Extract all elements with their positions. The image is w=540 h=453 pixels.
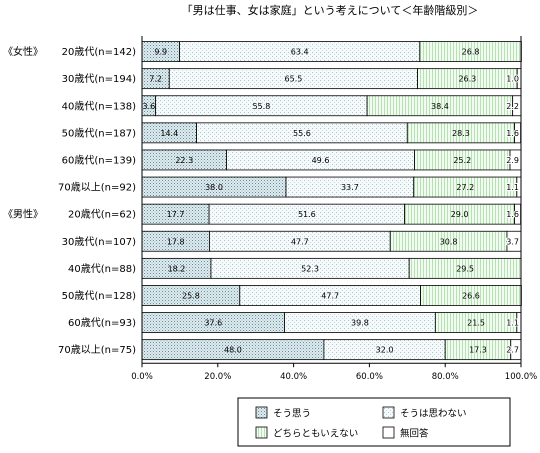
data-label: 25.2 [453, 156, 471, 165]
x-tick-label: 100.0% [505, 372, 537, 382]
data-label: 2.2 [506, 102, 519, 111]
x-tick-label: 20.0% [204, 372, 231, 382]
data-label: 1.6 [506, 129, 519, 138]
legend-label: 無回答 [400, 428, 429, 440]
data-label: 55.6 [293, 129, 311, 138]
category-label: 20歳代(n=142) [62, 46, 136, 58]
data-label: 1.0 [506, 75, 519, 84]
data-label: 9.9 [154, 48, 167, 57]
legend-swatch [255, 406, 268, 419]
data-label: 25.8 [182, 291, 200, 300]
group-label: 《女性》 [3, 45, 43, 58]
data-label: 52.3 [301, 264, 319, 273]
data-label: 18.2 [168, 264, 186, 273]
data-label: 29.5 [456, 264, 474, 273]
category-label: 50歳代(n=187) [62, 127, 136, 139]
x-tick-label: 80.0% [432, 372, 459, 382]
legend-label: そう思う [273, 409, 311, 420]
legend-swatch [382, 426, 395, 439]
legend-swatch [255, 426, 268, 439]
x-tick-label: 0.0% [131, 372, 153, 382]
data-label: 1.1 [506, 319, 519, 328]
data-label: 30.8 [440, 237, 458, 246]
data-label: 17.8 [167, 237, 185, 246]
legend-swatch [382, 406, 395, 419]
data-label: 1.1 [506, 183, 519, 192]
category-label: 70歳以上(n=92) [58, 182, 136, 194]
data-label: 33.7 [341, 183, 359, 192]
data-label: 1.6 [506, 210, 519, 219]
group-label: 《男性》 [3, 208, 43, 221]
category-label: 40歳代(n=138) [62, 100, 136, 112]
data-label: 37.6 [204, 319, 222, 328]
data-label: 47.7 [321, 291, 339, 300]
category-label: 40歳代(n=88) [68, 263, 136, 275]
data-label: 39.8 [351, 319, 369, 328]
x-tick-label: 60.0% [356, 372, 383, 382]
category-label: 60歳代(n=139) [62, 154, 136, 166]
data-label: 63.4 [291, 48, 309, 57]
data-label: 14.4 [160, 129, 178, 138]
data-label: 38.0 [205, 183, 223, 192]
data-label: 48.0 [224, 346, 242, 355]
data-label: 3.6 [142, 102, 155, 111]
data-label: 49.6 [312, 156, 330, 165]
data-label: 32.0 [376, 346, 394, 355]
data-label: 21.5 [467, 319, 485, 328]
chart-title: 「男は仕事、女は家庭」という考えについて＜年齢階級別＞ [182, 3, 479, 17]
data-label: 2.9 [506, 156, 519, 165]
data-label: 38.4 [431, 102, 449, 111]
data-label: 51.6 [298, 210, 316, 219]
category-label: 30歳代(n=107) [62, 236, 136, 248]
data-label: 26.6 [462, 291, 480, 300]
data-label: 29.0 [451, 210, 469, 219]
data-label: 17.7 [167, 210, 185, 219]
data-label: 17.3 [469, 346, 487, 355]
data-label: 47.7 [291, 237, 309, 246]
data-label: 65.5 [285, 75, 303, 84]
data-label: 26.3 [458, 75, 476, 84]
category-label: 60歳代(n=93) [68, 317, 136, 329]
x-tick-label: 40.0% [280, 372, 307, 382]
category-label: 70歳以上(n=75) [58, 344, 136, 356]
data-label: 3.7 [506, 237, 519, 246]
data-label: 7.2 [149, 75, 162, 84]
category-label: 30歳代(n=194) [62, 73, 136, 85]
data-label: 27.2 [456, 183, 474, 192]
data-label: 55.8 [252, 102, 270, 111]
data-label: 26.8 [462, 48, 480, 57]
category-label: 20歳代(n=62) [68, 209, 136, 221]
category-label: 50歳代(n=128) [62, 290, 136, 302]
legend-label: どちらともいえない [273, 429, 358, 440]
data-label: 2.7 [506, 346, 519, 355]
data-label: 22.3 [175, 156, 193, 165]
legend-label: そうは思わない [400, 409, 467, 420]
data-label: 28.3 [452, 129, 470, 138]
legend-box [237, 397, 511, 447]
